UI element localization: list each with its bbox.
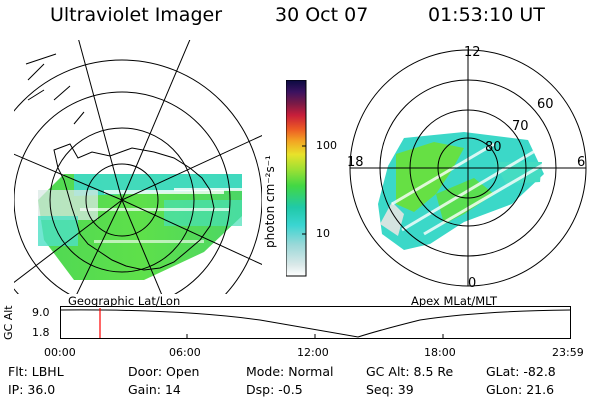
geographic-caption: Geographic Lat/Lon: [68, 294, 181, 308]
ip-label: IP:: [8, 382, 24, 397]
seq-label: Seq:: [366, 382, 394, 397]
auroral-swath-geographic: [38, 174, 242, 280]
filter-label: Flt:: [8, 364, 28, 379]
timeline-ytick-9: 9.0: [32, 306, 50, 319]
gc-alt-label: GC Alt:: [366, 364, 410, 379]
colorbar: [286, 80, 307, 277]
mlt-lines: [350, 50, 586, 286]
magnetic-map-panel: [349, 49, 587, 287]
glon-value: 21.6: [526, 382, 555, 397]
door-label: Door:: [128, 364, 163, 379]
observation-date: 30 Oct 07: [275, 4, 369, 26]
timeline-xtick-0600: 06:00: [169, 346, 201, 359]
timeline-plot: [60, 306, 571, 339]
timeline-axis-label: GC Alt: [2, 305, 15, 340]
glon-label: GLon:: [486, 382, 523, 397]
coast-fragments-upper: [25, 53, 57, 101]
auroral-swath-magnetic: [378, 132, 545, 250]
dsp-value: -0.5: [278, 382, 303, 397]
timeline-ytick-1-8: 1.8: [32, 326, 50, 339]
gc-alt-value: 8.5 Re: [413, 364, 454, 379]
meridian-lines: [14, 40, 262, 294]
mlt-label-0: 0: [468, 276, 477, 291]
timeline-xtick-1200: 12:00: [297, 346, 329, 359]
gain-value: 14: [164, 382, 181, 397]
gain-label: Gain:: [128, 382, 161, 397]
mode-value: Normal: [288, 364, 334, 379]
mode-label: Mode:: [246, 364, 285, 379]
colorbar-tick-10: 10: [316, 227, 330, 240]
antarctica-coastline: [53, 143, 215, 271]
mlt-label-6: 6: [577, 155, 586, 170]
colorbar-unit-label: photon cm⁻²s⁻¹: [263, 155, 277, 248]
timeline-xtick-0000: 00:00: [44, 346, 76, 359]
latitude-circles: [14, 59, 262, 294]
filter-value: LBHL: [31, 364, 64, 379]
observation-time: 01:53:10 UT: [428, 4, 545, 26]
magnetic-caption: Apex MLat/MLT: [411, 294, 498, 308]
glat-label: GLat:: [486, 364, 520, 379]
dsp-label: Dsp:: [246, 382, 275, 397]
mlat-label-70: 70: [512, 119, 529, 134]
timeline-xtick-1800: 18:00: [424, 346, 456, 359]
timeline-xtick-2359: 23:59: [552, 346, 584, 359]
altitude-curve: [60, 309, 571, 338]
ip-value: 36.0: [27, 382, 56, 397]
seq-value: 39: [397, 382, 414, 397]
app-title: Ultraviolet Imager: [50, 4, 223, 26]
colorbar-tick-100: 100: [316, 139, 337, 152]
door-value: Open: [166, 364, 200, 379]
glat-value: -82.8: [523, 364, 556, 379]
coast-fragments: [27, 63, 85, 125]
mlat-label-60: 60: [537, 97, 554, 112]
mlt-label-12: 12: [464, 45, 481, 60]
geographic-map-panel: [14, 40, 262, 294]
mlt-label-18: 18: [347, 155, 364, 170]
mlat-label-80: 80: [485, 140, 502, 155]
